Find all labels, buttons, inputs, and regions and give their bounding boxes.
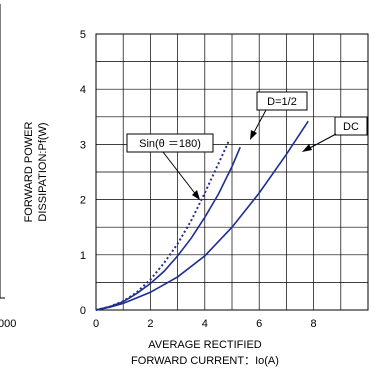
annotation-dc-box: [334, 116, 368, 136]
annotation-dc-label: DC: [343, 121, 359, 133]
annotation-sin-arrow: [162, 151, 198, 197]
y-axis-label-line1: FORWARD POWER: [23, 122, 35, 223]
y-axis-label: FORWARD POWER DISSIPATION:Pf(W): [23, 122, 49, 223]
left-partial-chart: 000: [0, 4, 16, 330]
y-tick-label: 2: [80, 195, 86, 207]
y-tick-label: 0: [80, 305, 86, 317]
annotation-sin-arrowhead: [192, 190, 200, 200]
x-tick-label: 0: [93, 318, 99, 330]
annotation-d12-label: D=1/2: [267, 96, 297, 108]
x-axis-label-line2: FORWARD CURRENT：Io(A): [131, 355, 279, 367]
series-group: [95, 120, 309, 311]
series-line: [95, 120, 309, 311]
x-tick-label: 6: [256, 318, 262, 330]
annotation-sin: Sin(θ ＝180): [126, 133, 214, 200]
y-tick-label: 5: [80, 29, 86, 41]
annotation-sin-box: [126, 133, 214, 153]
x-tick-label: 4: [202, 318, 208, 330]
series-line: [95, 146, 241, 311]
x-tick-label: 2: [147, 318, 153, 330]
x-tick-label: 8: [311, 318, 317, 330]
annotation-sin-label: Sin(θ ＝180): [139, 138, 201, 150]
annotation-dc-arrow: [305, 133, 337, 151]
y-tick-label: 4: [80, 84, 86, 96]
annotation-dc-arrowhead: [302, 144, 312, 152]
y-tick-label: 1: [80, 250, 86, 262]
x-axis-label-line1: AVERAGE RECTIFIED: [148, 339, 262, 351]
y-tick-label: 3: [80, 139, 86, 151]
annotation-d12: D=1/2: [250, 91, 308, 140]
annotation-d12-arrowhead: [250, 130, 257, 140]
y-axis-label-line2: DISSIPATION:Pf(W): [37, 122, 49, 221]
left-partial-tick: 000: [0, 318, 16, 330]
annotation-dc: DC: [302, 116, 368, 152]
grid: [96, 34, 368, 310]
annotation-d12-box: [256, 91, 308, 111]
series-line: [95, 139, 231, 311]
y-axis-ticks: 0 1 2 3 4 5: [80, 29, 86, 317]
x-axis-ticks: 0 2 4 6 8: [93, 318, 317, 330]
